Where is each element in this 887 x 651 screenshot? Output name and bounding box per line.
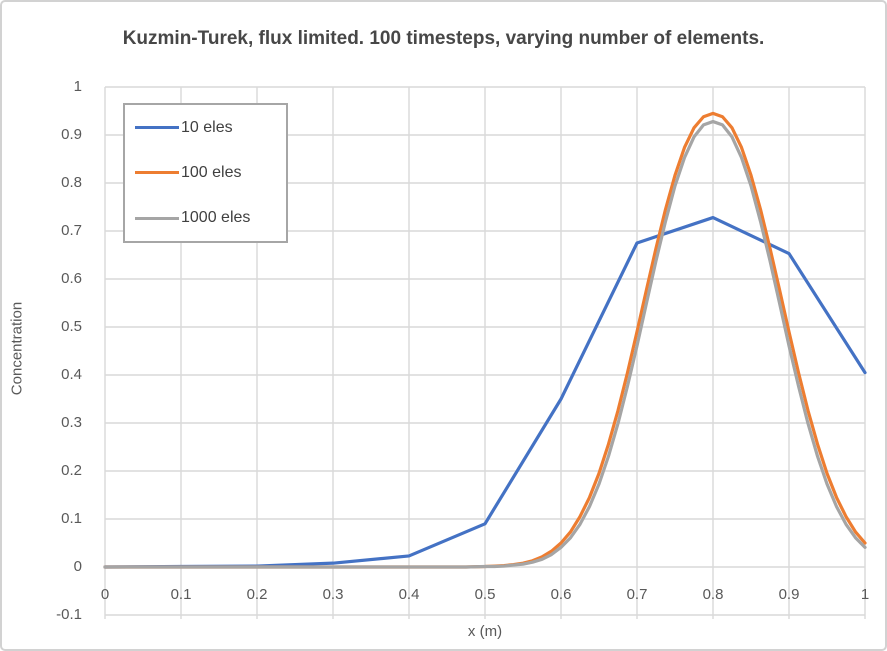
x-tick-label: 0.7	[626, 586, 648, 603]
y-tick-label: 0.9	[61, 126, 82, 143]
y-tick-label: 0.4	[61, 366, 82, 383]
chart-title: Kuzmin-Turek, flux limited. 100 timestep…	[2, 26, 885, 52]
x-tick-label: 0.6	[550, 586, 572, 603]
x-tick-label: 0.4	[398, 586, 420, 603]
chart-title-text: Kuzmin-Turek, flux limited. 100 timestep…	[122, 28, 765, 49]
legend-label: 10 eles	[181, 118, 233, 136]
y-tick-label: -0.1	[56, 606, 82, 623]
legend-item-100-eles: 100 eles	[125, 150, 286, 195]
x-tick-label: 1	[860, 586, 870, 603]
legend-line-swatch-blue	[135, 126, 179, 130]
x-tick-label: 0.2	[246, 586, 268, 603]
legend-label: 100 eles	[181, 163, 242, 181]
y-tick-label: 0.2	[61, 462, 82, 479]
series-line-1000-eles	[103, 119, 867, 569]
legend-line-swatch-orange	[135, 171, 179, 175]
legend-item-1000-eles: 1000 eles	[125, 196, 286, 241]
legend-line-swatch-gray	[135, 216, 179, 220]
x-tick-label: 0	[100, 586, 110, 603]
y-tick-label: 0.1	[61, 510, 82, 527]
legend-item-10-eles: 10 eles	[125, 105, 286, 150]
x-tick-label: 0.3	[322, 586, 344, 603]
y-tick-label: 0	[73, 558, 82, 575]
y-tick-label: 0.8	[61, 174, 82, 191]
x-axis-title: x (m)	[467, 623, 503, 640]
x-tick-label: 0.1	[170, 586, 192, 603]
y-tick-label: 0.5	[61, 318, 82, 335]
x-tick-label: 0.9	[778, 586, 800, 603]
legend-label: 1000 eles	[181, 209, 251, 227]
y-tick-label: 0.7	[61, 222, 82, 239]
legend: 10 eles 100 eles 1000 eles	[123, 103, 288, 243]
y-tick-label: 0.3	[61, 414, 82, 431]
y-tick-label: 1	[73, 78, 82, 95]
x-tick-label: 0.8	[702, 586, 724, 603]
y-tick-label: 0.6	[61, 270, 82, 287]
x-tick-label: 0.5	[474, 586, 496, 603]
